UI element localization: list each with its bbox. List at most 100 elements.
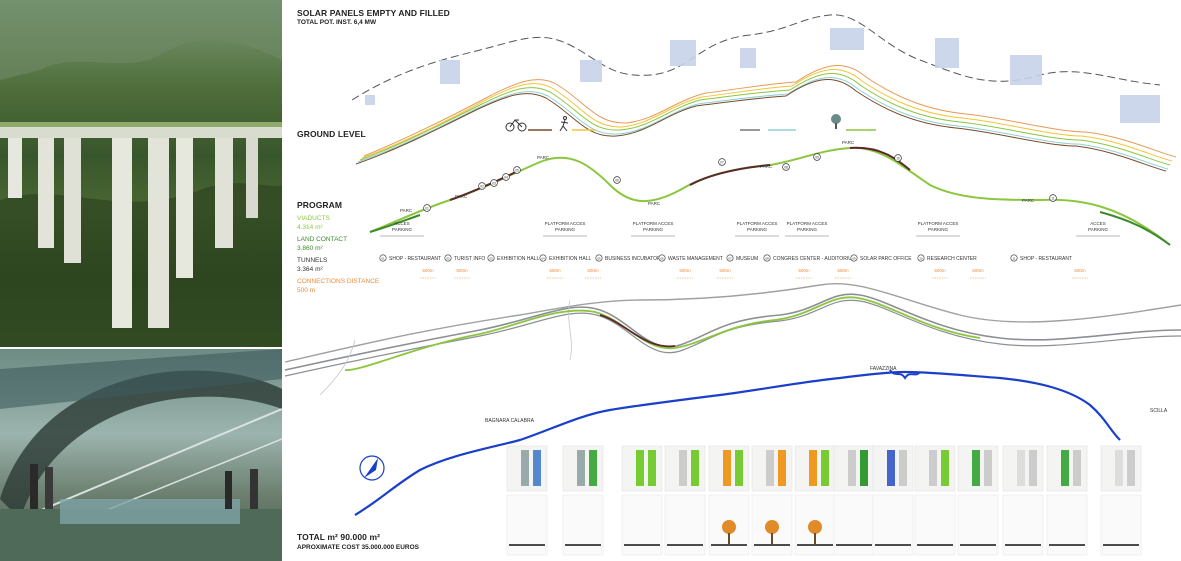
svg-text:PARKING: PARKING: [747, 227, 767, 232]
program-marker: 02: [478, 182, 486, 190]
svg-text:02: 02: [446, 256, 450, 260]
svg-text:09: 09: [852, 256, 856, 260]
program-marker: 11: [1049, 194, 1057, 202]
svg-text:ACCES: ACCES: [1090, 221, 1106, 226]
program-item: 08 CONGRES CENTER - AUDITORIUM: [763, 254, 856, 262]
section-thumbnail: [957, 445, 999, 556]
svg-text:SHOP - RESTAURANT: SHOP - RESTAURANT: [389, 256, 441, 262]
svg-text:MUSEUM: MUSEUM: [736, 256, 758, 262]
svg-text:500m: 500m: [972, 268, 984, 273]
svg-text:09: 09: [815, 155, 819, 159]
section-thumbnail: [621, 445, 663, 556]
svg-text:PARKING: PARKING: [1088, 227, 1108, 232]
svg-text:04: 04: [541, 256, 545, 260]
distance-marker: 500m: [547, 268, 563, 279]
route-on-map: [344, 296, 981, 371]
connections-value: 500 m: [297, 287, 316, 294]
svg-text:PLATFORM ACCES: PLATFORM ACCES: [918, 221, 959, 226]
solar-panels-title: SOLAR PANELS EMPTY AND FILLED: [297, 8, 450, 18]
svg-text:500m: 500m: [549, 268, 561, 273]
section-thumbnail: [562, 445, 604, 556]
program-marker: 10: [894, 154, 902, 162]
solar-panel-curve: [351, 14, 1161, 101]
solar-total-power: TOTAL POT. INST. 6,4 MW: [297, 19, 377, 26]
program-marker: 06: [613, 176, 621, 184]
svg-text:ACCES: ACCES: [394, 221, 410, 226]
distance-marker: 500m: [677, 268, 693, 279]
tree-icon: [831, 114, 841, 129]
svg-text:01: 01: [425, 206, 429, 210]
parc-label: PARC: [842, 140, 855, 145]
svg-text:04: 04: [504, 175, 508, 179]
svg-text:RESEARCH CENTER: RESEARCH CENTER: [927, 256, 977, 262]
distance-marker: 500m: [970, 268, 986, 279]
svg-text:PLATFORM ACCES: PLATFORM ACCES: [633, 221, 674, 226]
parc-labels: PARC PARC PARC PARC PARC PARC PARC: [400, 140, 1035, 213]
svg-text:EXHIBITION HALL: EXHIBITION HALL: [549, 256, 591, 262]
svg-text:CONGRES CENTER - AUDITORIUM: CONGRES CENTER - AUDITORIUM: [773, 256, 856, 262]
program-item: 01 SHOP - RESTAURANT: [379, 254, 441, 262]
distance-marker: 500m: [585, 268, 601, 279]
svg-text:10: 10: [919, 256, 923, 260]
svg-text:07: 07: [720, 160, 724, 164]
section-thumbnail: [872, 445, 914, 556]
tunnels-value: 3.364 m²: [297, 266, 323, 273]
section-thumbnails: [506, 445, 1142, 556]
svg-text:500m: 500m: [798, 268, 810, 273]
svg-text:EXHIBITION HALL: EXHIBITION HALL: [497, 256, 539, 262]
svg-text:SHOP - RESTAURANT: SHOP - RESTAURANT: [1020, 256, 1072, 262]
svg-text:07: 07: [728, 256, 732, 260]
svg-text:500m: 500m: [837, 268, 849, 273]
north-arrow-icon: [359, 455, 385, 481]
section-thumbnail: [1100, 445, 1142, 556]
program-markers: 01 02 03 04 05 06 07 08 09 10 11: [423, 153, 1057, 212]
section-thumbnail: [1046, 445, 1088, 556]
parc-label: PARC: [1022, 198, 1035, 203]
parc-label: PARC: [400, 208, 413, 213]
svg-text:11: 11: [1051, 196, 1055, 200]
svg-text:500m: 500m: [422, 268, 434, 273]
svg-text:PARKING: PARKING: [797, 227, 817, 232]
svg-text:500m: 500m: [1074, 268, 1086, 273]
distance-marker: 500m: [932, 268, 948, 279]
parc-label: PARC: [760, 164, 773, 169]
program-item: 09 SOLAR PARC OFFICE: [850, 254, 912, 262]
route-tunnel-segment: [599, 314, 676, 348]
section-thumbnail: [664, 445, 706, 556]
parc-label: PARC: [455, 194, 468, 199]
bicycle-icon: [505, 119, 527, 132]
distance-markers: 500m 500m 500m 500m 500m 500m 500m 500m 500m 500m…: [420, 268, 1088, 279]
svg-text:PARKING: PARKING: [928, 227, 948, 232]
svg-text:500m: 500m: [587, 268, 599, 273]
distance-marker: 500m: [835, 268, 851, 279]
program-item: 07 MUSEUM: [726, 254, 758, 262]
distance-marker: 500m: [796, 268, 812, 279]
program-item: 04 EXHIBITION HALL: [539, 254, 591, 262]
svg-text:SOLAR PARC OFFICE: SOLAR PARC OFFICE: [860, 256, 912, 262]
place-bagnara: BAGNARA CALABRA: [485, 418, 535, 424]
svg-text:500m: 500m: [456, 268, 468, 273]
tunnels-label: TUNNELS: [297, 257, 328, 264]
svg-text:BUSINESS INCUBATOR: BUSINESS INCUBATOR: [605, 256, 661, 262]
program-marker: 03: [490, 179, 498, 187]
program-list: 01 SHOP - RESTAURANT 02 TURIST INFO 03 EXHIBI…: [379, 254, 1072, 262]
parc-label: PARC: [648, 201, 661, 206]
connections-label: CONNECTIONS DISTANCE: [297, 278, 380, 285]
program-marker: 04: [502, 173, 510, 181]
distance-marker: 500m: [1072, 268, 1088, 279]
svg-text:PLATFORM ACCES: PLATFORM ACCES: [545, 221, 586, 226]
solar-panels-group: [365, 28, 1160, 123]
svg-text:01: 01: [381, 256, 385, 260]
viaduct-photo: [0, 0, 282, 347]
coastline: [354, 370, 1121, 516]
program-item: 05 BUSINESS INCUBATOR: [595, 254, 661, 262]
section-thumbnail: [914, 445, 956, 556]
svg-text:PLATFORM ACCES: PLATFORM ACCES: [787, 221, 828, 226]
tunnel-photo: [0, 349, 282, 561]
svg-text:WASTE MANAGEMENT: WASTE MANAGEMENT: [668, 256, 723, 262]
